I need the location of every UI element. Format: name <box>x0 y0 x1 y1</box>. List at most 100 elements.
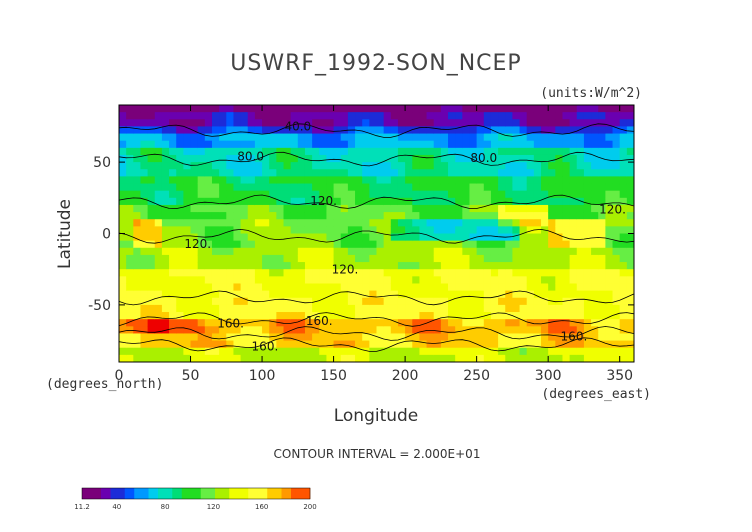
heatmap-cell <box>541 133 549 142</box>
heatmap-cell <box>362 183 370 192</box>
heatmap-cell <box>612 133 621 142</box>
heatmap-cell <box>419 169 428 177</box>
heatmap-cell <box>555 219 563 227</box>
heatmap-cell <box>505 304 513 313</box>
heatmap-cell <box>126 233 134 242</box>
heatmap-cell <box>526 347 535 356</box>
heatmap-cell <box>626 354 635 363</box>
heatmap-cell <box>340 304 349 313</box>
heatmap-cell <box>119 254 127 263</box>
heatmap-cell <box>626 204 635 213</box>
colorbar-cell <box>153 488 159 499</box>
heatmap-cell <box>455 169 463 177</box>
heatmap-cell <box>462 190 470 199</box>
heatmap-cell <box>469 112 478 120</box>
heatmap-cell <box>483 176 492 185</box>
heatmap-cell <box>626 254 635 263</box>
heatmap-cell <box>326 262 335 270</box>
heatmap-cell <box>219 147 227 156</box>
heatmap-cell <box>226 197 234 206</box>
heatmap-cell <box>397 312 406 320</box>
heatmap-cell <box>397 283 406 292</box>
heatmap-cell <box>576 133 585 142</box>
heatmap-cell <box>147 126 156 135</box>
heatmap-cell <box>333 147 342 156</box>
heatmap-cell <box>405 212 413 220</box>
heatmap-cell <box>405 233 413 242</box>
heatmap-cell <box>433 290 442 299</box>
heatmap-cell <box>333 254 342 263</box>
heatmap-cell <box>247 319 256 327</box>
heatmap-cell <box>583 283 592 292</box>
heatmap-cell <box>619 247 628 256</box>
heatmap-cell <box>605 247 614 256</box>
heatmap-cell <box>476 219 485 227</box>
heatmap-cell <box>283 162 292 170</box>
heatmap-cell <box>612 190 621 199</box>
heatmap-cell <box>562 283 571 292</box>
heatmap-cell <box>340 319 349 327</box>
heatmap-cell <box>626 126 635 135</box>
x-tick-label: 150 <box>320 368 347 384</box>
heatmap-cell <box>333 319 342 327</box>
heatmap-cell <box>197 212 206 220</box>
heatmap-cell <box>154 304 163 313</box>
heatmap-cell <box>362 340 370 349</box>
heatmap-cell <box>526 262 535 270</box>
heatmap-cell <box>161 176 170 185</box>
heatmap-cell <box>204 219 213 227</box>
heatmap-cell <box>376 354 385 363</box>
heatmap-cell <box>612 219 621 227</box>
heatmap-cell <box>276 240 285 249</box>
heatmap-cell <box>569 297 578 306</box>
heatmap-cell <box>297 119 306 127</box>
heatmap-cell <box>598 190 606 199</box>
colorbar-cell <box>143 488 149 499</box>
heatmap-cell <box>490 233 499 242</box>
heatmap-cell <box>569 254 578 263</box>
heatmap-cell <box>161 140 170 149</box>
heatmap-cell <box>362 112 370 120</box>
heatmap-cell <box>247 154 256 163</box>
heatmap-cell <box>448 162 456 170</box>
heatmap-cell <box>405 283 413 292</box>
heatmap-cell <box>490 119 499 127</box>
heatmap-cell <box>219 354 227 363</box>
heatmap-cell <box>254 190 263 199</box>
heatmap-cell <box>297 347 306 356</box>
heatmap-cell <box>340 340 349 349</box>
heatmap-cell <box>140 340 149 349</box>
heatmap-cell <box>269 204 277 213</box>
contour-line <box>118 194 635 210</box>
heatmap-cell <box>519 197 528 206</box>
heatmap-cell <box>347 119 356 127</box>
heatmap-cell <box>469 340 478 349</box>
heatmap-cell <box>233 169 242 177</box>
heatmap-cell <box>133 147 141 156</box>
heatmap-cell <box>591 133 599 142</box>
heatmap-cell <box>448 269 456 277</box>
heatmap-cell <box>462 347 470 356</box>
heatmap-cell <box>247 140 256 149</box>
heatmap-cell <box>533 219 542 227</box>
heatmap-cell <box>526 240 535 249</box>
heatmap-cell <box>455 340 463 349</box>
heatmap-cell <box>326 176 335 185</box>
heatmap-cell <box>619 276 628 284</box>
heatmap-cell <box>405 162 413 170</box>
heatmap-cell <box>476 169 485 177</box>
heatmap-cell <box>133 204 141 213</box>
heatmap-cell <box>304 290 313 299</box>
heatmap-cell <box>397 105 406 113</box>
heatmap-cell <box>347 333 356 342</box>
heatmap-cell <box>583 312 592 320</box>
heatmap-cell <box>376 197 385 206</box>
heatmap-cell <box>226 290 234 299</box>
heatmap-cell <box>369 133 377 142</box>
heatmap-cell <box>526 226 535 234</box>
heatmap-cell <box>548 169 556 177</box>
heatmap-cell <box>541 262 549 270</box>
heatmap-cell <box>247 176 256 185</box>
contour-label: 80.0 <box>237 150 264 164</box>
heatmap-cell <box>383 204 392 213</box>
